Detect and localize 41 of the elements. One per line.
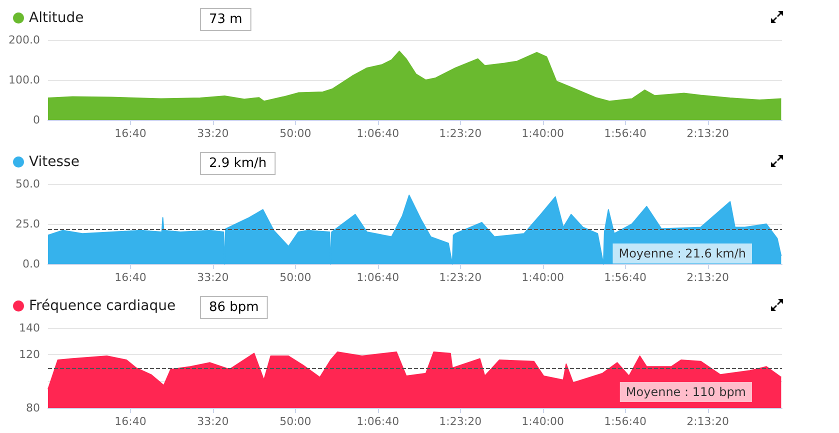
legend-label: Fréquence cardiaque	[29, 298, 176, 314]
x-tick-label: 50:00	[280, 415, 312, 428]
y-tick-label: 200.0	[8, 34, 40, 46]
y-tick-label: 50.0	[16, 178, 40, 190]
text: 86 bpm	[209, 300, 259, 315]
x-tick-label: 50:00	[280, 127, 312, 140]
y-tick-label: 120	[19, 348, 40, 362]
x-tick-label: 1:06:40	[356, 415, 400, 428]
x-tick-label: 16:40	[114, 127, 146, 140]
ref-line-label: Moyenne : 110 bpm	[626, 385, 746, 399]
text: 2.9 km/h	[209, 156, 267, 171]
x-tick-label: 33:20	[197, 127, 229, 140]
x-tick-label: 33:20	[197, 271, 229, 284]
legend-label: Vitesse	[29, 154, 80, 170]
y-tick-label: 0.0	[22, 258, 40, 270]
x-tick-label: 1:40:00	[522, 271, 564, 284]
x-tick-label: 2:13:20	[686, 415, 729, 428]
x-tick-label: 1:06:40	[356, 127, 400, 140]
y-tick-label: 0	[33, 114, 40, 126]
y-tick-label: 140	[19, 322, 40, 334]
x-tick-label: 1:23:20	[439, 271, 482, 284]
x-tick-label: 1:40:00	[522, 415, 564, 428]
x-tick-label: 50:00	[280, 271, 312, 284]
x-tick-label: 16:40	[114, 415, 146, 428]
x-tick-label: 16:40	[114, 271, 146, 284]
text: 73 m	[209, 12, 242, 27]
y-tick-label: 100.0	[8, 74, 40, 86]
y-tick-label: 80	[26, 402, 40, 414]
x-tick-label: 1:56:40	[604, 415, 647, 428]
x-tick-label: 1:56:40	[604, 127, 647, 140]
x-tick-label: 1:23:20	[439, 127, 482, 140]
legend-label: Altitude	[29, 10, 84, 26]
x-tick-label: 2:13:20	[686, 271, 729, 284]
x-tick-label: 1:06:40	[356, 271, 400, 284]
x-tick-label: 1:23:20	[439, 415, 482, 428]
x-tick-label: 1:56:40	[604, 271, 647, 284]
ref-line-label: Moyenne : 21.6 km/h	[618, 246, 746, 260]
x-tick-label: 1:40:00	[522, 127, 564, 140]
x-tick-label: 2:13:20	[686, 127, 729, 140]
y-tick-label: 25.0	[16, 218, 40, 230]
x-tick-label: 33:20	[197, 415, 229, 428]
